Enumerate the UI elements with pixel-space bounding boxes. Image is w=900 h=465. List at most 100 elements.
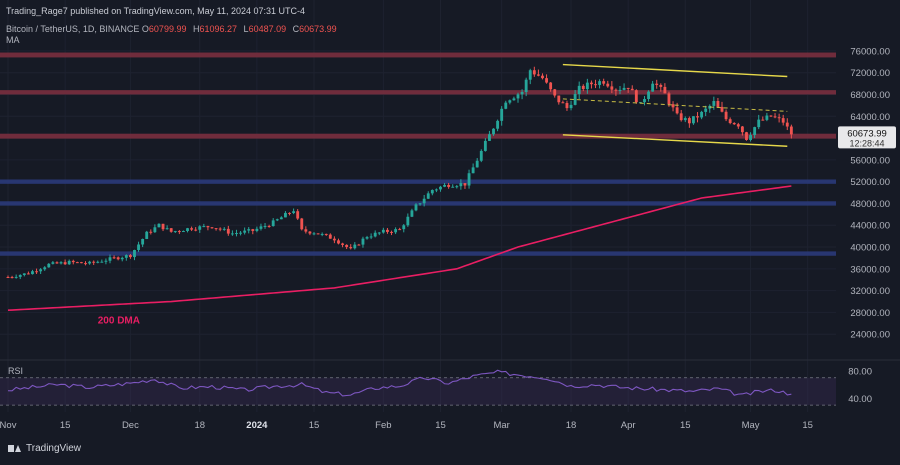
candle-body bbox=[67, 260, 71, 265]
candle-body bbox=[108, 257, 112, 261]
time-tick-label: 15 bbox=[60, 420, 71, 431]
candle-body bbox=[410, 210, 414, 217]
resistance-zone bbox=[0, 90, 836, 95]
candle-body bbox=[14, 276, 18, 278]
candle-body bbox=[704, 108, 708, 112]
time-tick-label: 2024 bbox=[246, 420, 268, 431]
candle-body bbox=[275, 219, 279, 221]
candle-body bbox=[651, 83, 655, 92]
candle-body bbox=[6, 277, 10, 278]
moving-average-200 bbox=[7, 185, 792, 312]
ohlc-values: O60799.99 H61096.27 L60487.09 C60673.99 bbox=[142, 24, 341, 34]
candle-body bbox=[459, 183, 463, 187]
candle-body bbox=[292, 211, 296, 213]
candle-body bbox=[696, 116, 699, 118]
candle-body bbox=[728, 119, 732, 123]
candle-body bbox=[443, 184, 446, 187]
candle-body bbox=[190, 228, 194, 230]
candle-body bbox=[398, 229, 402, 231]
price-tick-label: 76000.00 bbox=[850, 46, 890, 57]
candle-body bbox=[761, 119, 765, 121]
rsi-line bbox=[7, 369, 792, 397]
candle-body bbox=[447, 184, 451, 187]
candle-body bbox=[753, 127, 757, 136]
candle-body bbox=[769, 115, 773, 117]
candle-body bbox=[508, 100, 512, 103]
price-tick-label: 68000.00 bbox=[850, 90, 890, 101]
low-value: 60487.09 bbox=[248, 24, 287, 34]
low-key: L bbox=[243, 24, 249, 34]
candle-body bbox=[206, 226, 210, 228]
candle-body bbox=[663, 86, 667, 94]
candle-body bbox=[492, 128, 495, 135]
candle-body bbox=[451, 186, 455, 188]
tradingview-brand[interactable]: TradingView bbox=[8, 443, 81, 454]
candle-body bbox=[169, 228, 173, 232]
candle-body bbox=[622, 87, 626, 90]
candle-body bbox=[573, 94, 577, 105]
candle-body bbox=[71, 260, 75, 263]
candle-body bbox=[47, 263, 51, 268]
candle-body bbox=[561, 102, 565, 104]
rsi-tick-label: 40.00 bbox=[848, 394, 872, 405]
candle-body bbox=[781, 118, 785, 123]
candle-body bbox=[186, 228, 189, 232]
candle-body bbox=[585, 82, 589, 90]
candle-body bbox=[479, 150, 483, 161]
candle-body bbox=[496, 120, 500, 129]
candle-body bbox=[736, 124, 740, 127]
candle-body bbox=[406, 216, 410, 226]
candle-body bbox=[88, 261, 92, 264]
candle-body bbox=[504, 102, 508, 109]
candle-body bbox=[565, 103, 569, 109]
candle-body bbox=[512, 98, 516, 101]
candle-body bbox=[26, 273, 30, 275]
publisher-line: Trading_Rage7 published on TradingView.c… bbox=[6, 6, 306, 16]
candle-body bbox=[720, 106, 724, 112]
horizontal-zones bbox=[0, 52, 836, 256]
close-key: C bbox=[292, 24, 300, 34]
time-tick-label: 15 bbox=[802, 420, 813, 431]
candle-body bbox=[626, 87, 630, 89]
candle-body bbox=[381, 229, 385, 233]
candle-body bbox=[141, 238, 145, 245]
candle-body bbox=[749, 135, 752, 140]
candle-body bbox=[259, 226, 263, 229]
candle-body bbox=[712, 101, 716, 106]
candle-body bbox=[386, 229, 389, 232]
candle-body bbox=[39, 269, 43, 272]
candle-body bbox=[610, 86, 614, 90]
candle-body bbox=[659, 84, 663, 87]
candle-body bbox=[210, 227, 214, 229]
channel-mid-line bbox=[562, 98, 788, 112]
candle-body bbox=[320, 233, 324, 235]
candle-body bbox=[488, 134, 491, 141]
candle-body bbox=[337, 240, 340, 244]
open-key: O bbox=[141, 24, 149, 34]
candle-body bbox=[22, 273, 26, 276]
candle-body bbox=[594, 84, 597, 86]
candle-body bbox=[353, 244, 357, 249]
candle-body bbox=[687, 118, 691, 124]
candle-body bbox=[161, 223, 165, 230]
candle-body bbox=[536, 74, 540, 76]
rsi-tick-label: 80.00 bbox=[848, 366, 872, 377]
candle-body bbox=[218, 228, 222, 230]
candle-body bbox=[173, 231, 177, 233]
ma-indicator-label[interactable]: MA bbox=[6, 35, 20, 45]
price-tick-label: 56000.00 bbox=[850, 155, 890, 166]
candle-body bbox=[96, 261, 100, 263]
candle-body bbox=[243, 230, 247, 233]
candle-body bbox=[116, 257, 120, 260]
candle-body bbox=[418, 203, 422, 205]
channel-upper-line bbox=[562, 63, 788, 78]
candle-body bbox=[606, 83, 610, 87]
candle-body bbox=[251, 229, 255, 231]
candle-body bbox=[255, 228, 259, 231]
candle-body bbox=[789, 126, 793, 135]
price-tick-label: 36000.00 bbox=[850, 264, 890, 275]
last-price-label: 60673.99 bbox=[847, 128, 887, 139]
rsi-band bbox=[0, 377, 836, 406]
